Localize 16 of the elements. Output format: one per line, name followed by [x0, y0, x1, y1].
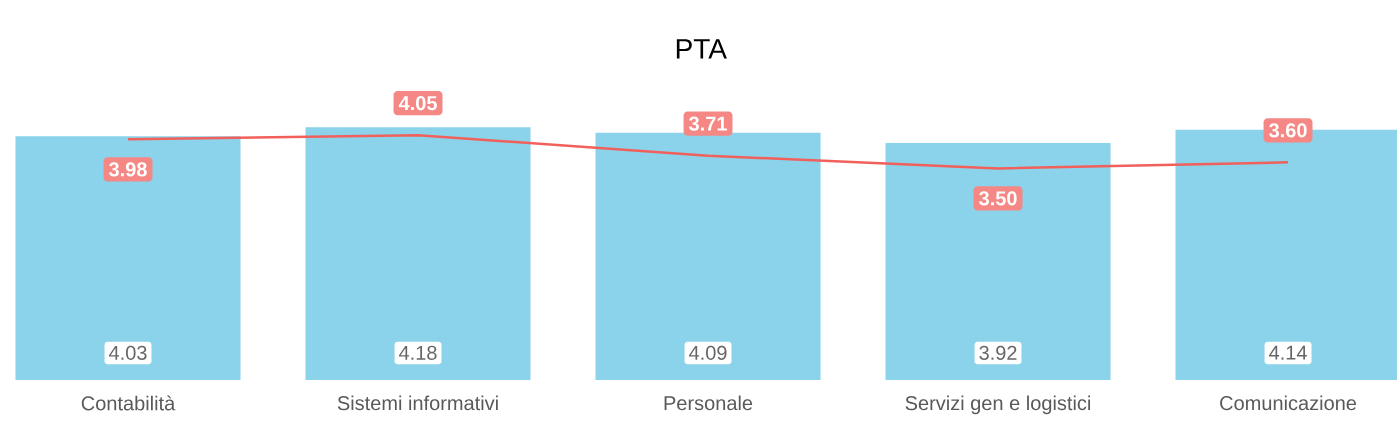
data-label: 3.92 [979, 345, 1017, 360]
data-label: 4.09 [689, 345, 727, 360]
data-label: 4.03 [108, 345, 147, 360]
data-label: 3.60 [1269, 123, 1307, 138]
data-label: 3.71 [689, 116, 727, 131]
data-label: 3.98 [108, 162, 147, 177]
x-tick-label: Comunicazione [1220, 395, 1357, 411]
data-label: 4.18 [399, 345, 437, 360]
x-tick-label: Sistemi informativi [337, 395, 498, 411]
data-label: 4.14 [1269, 345, 1307, 360]
x-tick-label: Servizi gen e logistici [905, 395, 1090, 415]
data-label: 4.05 [398, 96, 437, 111]
chart-title: PTA [676, 39, 727, 59]
data-label: 3.50 [979, 191, 1017, 206]
x-tick-label: Contabilità [81, 395, 176, 411]
x-tick-label: Personale [664, 395, 753, 411]
